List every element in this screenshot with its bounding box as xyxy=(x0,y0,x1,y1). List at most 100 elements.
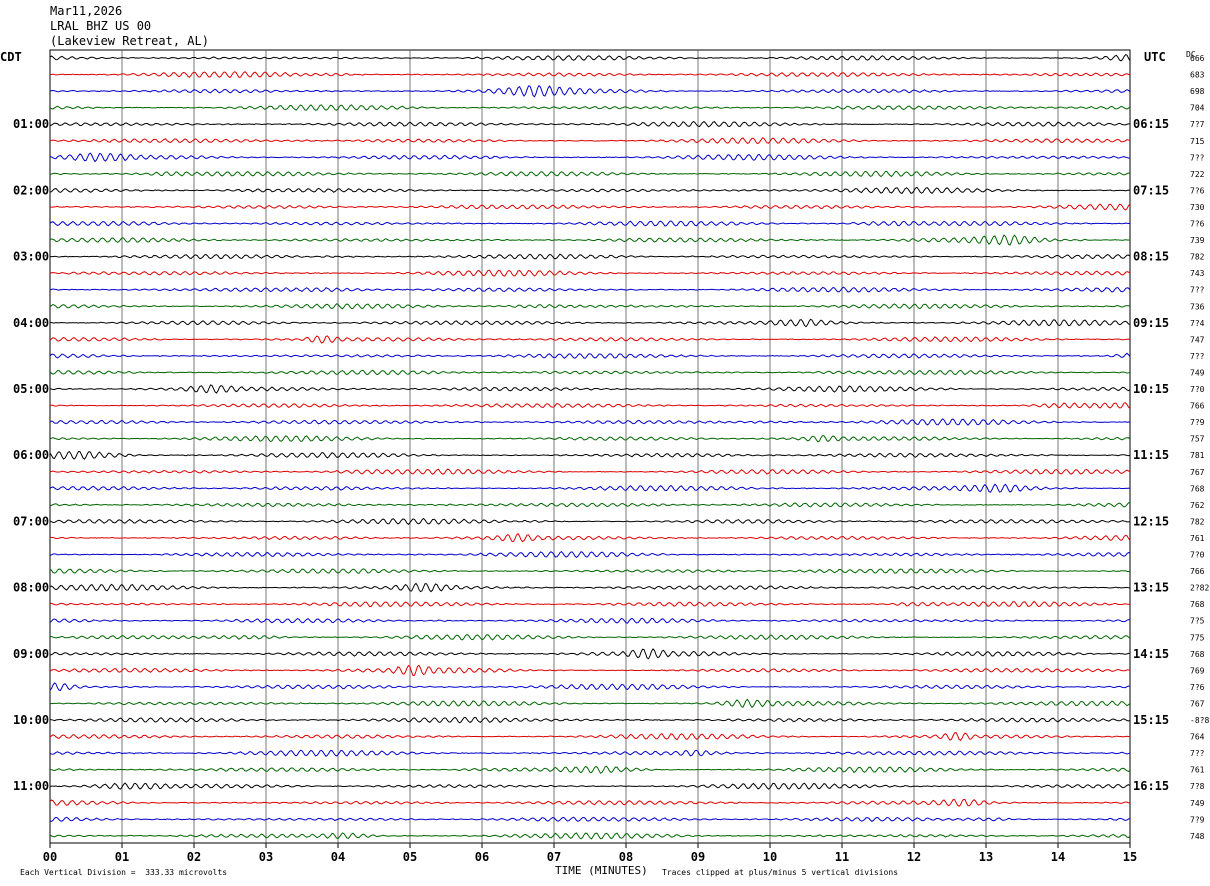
seismic-trace xyxy=(49,568,1130,574)
right-hour-label: 13:15 xyxy=(1133,581,1169,595)
dc-value-label: 7?0 xyxy=(1190,385,1205,394)
left-hour-label: 06:00 xyxy=(13,448,49,462)
dc-value-label: 7?? xyxy=(1190,153,1205,162)
dc-value-label: 749 xyxy=(1190,799,1205,808)
seismic-trace xyxy=(49,550,1131,558)
header-station: LRAL BHZ US 00 xyxy=(50,19,152,33)
seismic-trace xyxy=(49,203,1131,211)
seismic-trace xyxy=(49,384,1131,394)
dc-value-label: 7?? xyxy=(1190,286,1205,295)
seismic-trace xyxy=(49,402,1131,409)
dc-value-label: 761 xyxy=(1190,766,1205,775)
seismic-trace xyxy=(49,716,1131,724)
seismic-trace xyxy=(49,664,1131,676)
header-date: Mar11,2026 xyxy=(50,4,123,18)
dc-value-label: 757 xyxy=(1190,435,1205,444)
right-timezone-label: UTC xyxy=(1144,50,1166,64)
seismic-trace xyxy=(49,600,1131,608)
x-tick-label: 08 xyxy=(619,850,633,864)
dc-value-label: 7?? xyxy=(1190,352,1205,361)
left-hour-label: 07:00 xyxy=(13,514,49,528)
dc-value-label: 761 xyxy=(1190,534,1205,543)
seismic-trace xyxy=(49,220,1131,227)
seismic-trace xyxy=(49,532,1131,543)
seismic-trace xyxy=(49,634,1131,641)
dc-value-label: 7?6 xyxy=(1190,683,1205,692)
x-tick-label: 12 xyxy=(907,850,921,864)
seismic-trace xyxy=(49,731,1131,742)
dc-value-label: 7?9 xyxy=(1190,418,1205,427)
seismic-trace xyxy=(49,352,1131,359)
seismic-trace xyxy=(49,468,1131,475)
seismic-trace xyxy=(49,234,1131,246)
dc-value-label: 7?6 xyxy=(1190,220,1205,229)
left-timezone-label: CDT xyxy=(0,50,22,64)
dc-value-label: 768 xyxy=(1190,484,1205,493)
dc-value-label: 722 xyxy=(1190,170,1205,179)
right-hour-label: 09:15 xyxy=(1133,316,1169,330)
left-hour-label: 09:00 xyxy=(13,647,49,661)
dc-value-label: 7?8 xyxy=(1190,782,1205,791)
right-hour-label: 15:15 xyxy=(1133,713,1169,727)
seismic-trace xyxy=(49,286,1131,293)
x-tick-label: 00 xyxy=(43,850,57,864)
dc-value-label: 747 xyxy=(1190,335,1205,344)
dc-value-label: 7?? xyxy=(1190,749,1205,758)
seismic-trace xyxy=(49,450,1131,460)
seismic-trace xyxy=(49,798,1131,807)
dc-value-label: 749 xyxy=(1190,368,1205,377)
x-tick-label: 06 xyxy=(475,850,489,864)
dc-value-label: 715 xyxy=(1190,137,1205,146)
seismic-trace xyxy=(49,648,1131,660)
right-hour-label: 12:15 xyxy=(1133,514,1169,528)
x-tick-label: 10 xyxy=(763,850,777,864)
clip-note: Traces clipped at plus/minus 5 vertical … xyxy=(662,868,899,877)
dc-value-label: 698 xyxy=(1190,87,1205,96)
dc-value-label: 730 xyxy=(1190,203,1205,212)
x-tick-label: 15 xyxy=(1123,850,1137,864)
left-hour-label: 04:00 xyxy=(13,316,49,330)
seismic-trace xyxy=(49,54,1131,62)
seismic-trace xyxy=(49,782,1131,790)
seismic-trace xyxy=(49,816,1131,823)
seismic-trace xyxy=(49,303,1131,310)
left-hour-label: 03:00 xyxy=(13,250,49,264)
seismic-trace xyxy=(49,152,1131,163)
x-axis-title: TIME (MINUTES) xyxy=(555,864,648,877)
dc-value-label: 739 xyxy=(1190,236,1205,245)
seismic-trace xyxy=(49,253,1131,260)
x-tick-label: 14 xyxy=(1051,850,1065,864)
seismic-trace xyxy=(49,186,1131,194)
right-hour-label: 11:15 xyxy=(1133,448,1169,462)
dc-value-label: 7?7 xyxy=(1190,120,1205,129)
seismic-trace xyxy=(49,517,1131,526)
seismic-trace xyxy=(49,369,1131,376)
right-hour-label: 16:15 xyxy=(1133,779,1169,793)
scale-note: Each Vertical Division = 333.33 microvol… xyxy=(20,868,228,877)
plot-frame xyxy=(49,49,1131,844)
dc-value-label: 767 xyxy=(1190,468,1205,477)
x-tick-label: 02 xyxy=(187,850,201,864)
dc-value-label: 7?5 xyxy=(1190,617,1205,626)
x-tick-label: 11 xyxy=(835,850,849,864)
left-hour-label: 02:00 xyxy=(13,183,49,197)
x-tick-label: 09 xyxy=(691,850,705,864)
left-hour-label: 10:00 xyxy=(13,713,49,727)
seismic-trace xyxy=(49,170,1131,178)
left-hour-label: 05:00 xyxy=(13,382,49,396)
dc-value-label: 704 xyxy=(1190,104,1205,113)
x-tick-label: 04 xyxy=(331,850,345,864)
left-hour-label: 01:00 xyxy=(13,117,49,131)
dc-value-label: 2?82 xyxy=(1190,584,1209,593)
seismic-trace xyxy=(50,71,1131,79)
dc-value-label: 769 xyxy=(1190,666,1205,675)
dc-value-label: 7?4 xyxy=(1190,319,1205,328)
dc-value-label: 768 xyxy=(1190,600,1205,609)
dc-value-label: 781 xyxy=(1190,451,1205,460)
dc-value-label: 764 xyxy=(1190,733,1205,742)
seismic-trace xyxy=(49,749,1131,757)
seismic-trace xyxy=(49,502,1131,508)
x-tick-label: 07 xyxy=(547,850,561,864)
header-location: (Lakeview Retreat, AL) xyxy=(50,34,209,48)
x-tick-label: 01 xyxy=(115,850,129,864)
